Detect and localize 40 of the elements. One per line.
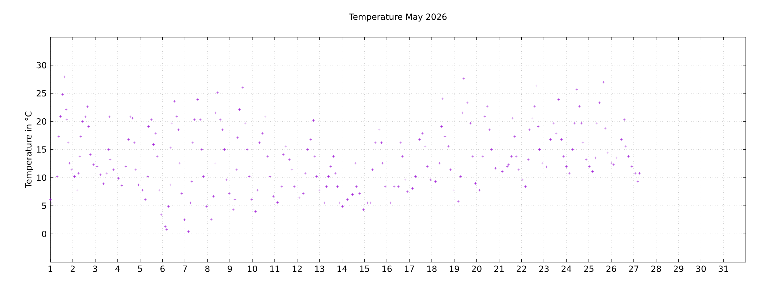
x-tick-label: 7 xyxy=(183,266,188,272)
x-tick-label: 8 xyxy=(206,266,210,272)
x-tick-label: 30 xyxy=(696,266,706,272)
x-tick-label: 5 xyxy=(138,266,142,272)
x-tick-label: 6 xyxy=(160,266,165,272)
x-tick-label: 4 xyxy=(116,266,120,272)
x-tick-label: 16 xyxy=(382,266,392,272)
x-tick-label: 2 xyxy=(70,266,75,272)
x-tick-label: 15 xyxy=(360,266,370,272)
x-tick-label: 21 xyxy=(494,266,504,272)
y-tick-label: 5 xyxy=(42,202,46,210)
x-tick-label: 31 xyxy=(718,266,728,272)
x-tick-label: 12 xyxy=(292,266,302,272)
x-tick-label: 13 xyxy=(315,266,325,272)
y-tick-label: 25 xyxy=(36,90,46,97)
x-tick-label: 28 xyxy=(652,266,662,272)
x-tick-label: 23 xyxy=(539,266,549,272)
x-tick-label: 25 xyxy=(584,266,594,272)
x-tick-label: 24 xyxy=(562,266,572,272)
x-tick-label: 19 xyxy=(450,266,460,272)
x-tick-label: 9 xyxy=(228,266,232,272)
y-tick-label: 20 xyxy=(36,118,47,125)
y-tick-label: 0 xyxy=(42,230,47,238)
y-tick-label: 30 xyxy=(36,62,47,69)
x-tick-label: 26 xyxy=(606,266,616,272)
x-tick-label: 22 xyxy=(516,266,526,272)
x-tick-label: 29 xyxy=(674,266,684,272)
x-tick-label: 18 xyxy=(428,266,437,272)
y-axis-title: Temperature in °C xyxy=(25,112,34,188)
x-tick-label: 14 xyxy=(338,266,348,272)
y-tick-label: 10 xyxy=(37,174,47,182)
x-tick-label: 17 xyxy=(405,266,414,272)
y-tick-label: 15 xyxy=(37,146,46,153)
x-tick-label: 11 xyxy=(270,266,280,272)
x-tick-label: 1 xyxy=(48,266,53,272)
chart-title: Temperature May 2026 xyxy=(349,14,447,22)
x-tick-label: 27 xyxy=(629,266,639,272)
x-tick-label: 10 xyxy=(248,266,258,272)
x-tick-label: 20 xyxy=(472,266,482,272)
x-tick-label: 3 xyxy=(93,266,98,272)
